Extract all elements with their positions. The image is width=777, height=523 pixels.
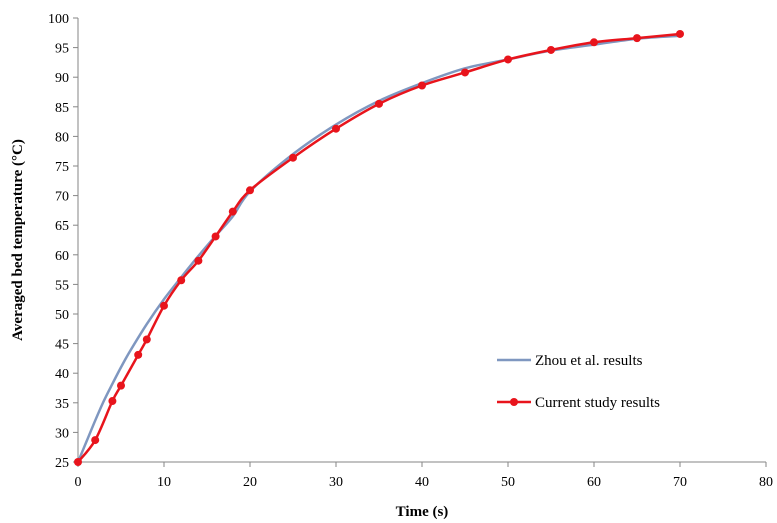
data-point [108,397,117,406]
y-tick-label: 65 [55,219,69,234]
y-tick-label: 25 [55,456,69,471]
data-point [228,207,237,216]
data-point [91,436,100,445]
data-point [375,99,383,108]
y-tick-label: 40 [55,367,69,382]
y-tick-label: 35 [55,397,69,412]
y-tick-label: 80 [55,130,69,145]
y-tick-label: 70 [55,190,69,205]
legend-marker-current [510,398,518,406]
x-tick-label: 10 [157,475,171,490]
data-point [332,124,340,133]
legend-label-current: Current study results [535,395,660,411]
x-tick-label: 0 [75,475,82,490]
series-layer [74,29,684,466]
legend-label-zhou: Zhou et al. results [535,353,643,369]
y-tick-label: 95 [55,42,69,57]
x-tick-label: 60 [587,475,601,490]
x-tick-label: 20 [243,475,257,490]
x-axis-title: Time (s) [396,504,449,520]
y-tick-label: 30 [55,426,69,441]
data-point [194,256,203,265]
y-tick-label: 75 [55,160,69,175]
data-point [177,276,186,285]
y-tick-label: 45 [55,338,69,353]
data-point [160,301,168,310]
data-point [134,350,143,359]
data-point [418,81,426,90]
x-tick-label: 40 [415,475,429,490]
x-tick-label: 80 [759,475,773,490]
data-point [676,29,684,38]
data-point [633,34,641,43]
y-tick-label: 50 [55,308,69,323]
legend: Zhou et al. results Current study result… [497,353,660,411]
x-tick-label: 30 [329,475,343,490]
data-point [590,38,598,47]
y-tick-label: 60 [55,249,69,264]
data-point [504,55,512,64]
x-tick-label: 70 [673,475,687,490]
y-axis-title: Averaged bed temperature (°C) [10,139,26,341]
data-point [117,381,125,390]
series-1 [74,29,684,466]
data-point [142,335,151,344]
data-point [74,458,82,466]
y-tick-label: 85 [55,101,69,116]
y-tick-label: 100 [48,12,69,27]
y-axis-ticks: 25 30 35 40 45 50 55 60 65 70 75 80 85 90 95 100 [48,12,78,471]
series-line [77,32,681,463]
data-point [211,232,220,241]
data-point [547,45,555,54]
data-point [246,186,254,195]
y-tick-label: 55 [55,278,69,293]
x-axis-ticks: 0 10 20 30 40 50 60 70 80 [75,462,773,490]
data-point [461,68,469,77]
y-tick-label: 90 [55,71,69,86]
data-point [289,153,297,162]
x-tick-label: 50 [501,475,515,490]
